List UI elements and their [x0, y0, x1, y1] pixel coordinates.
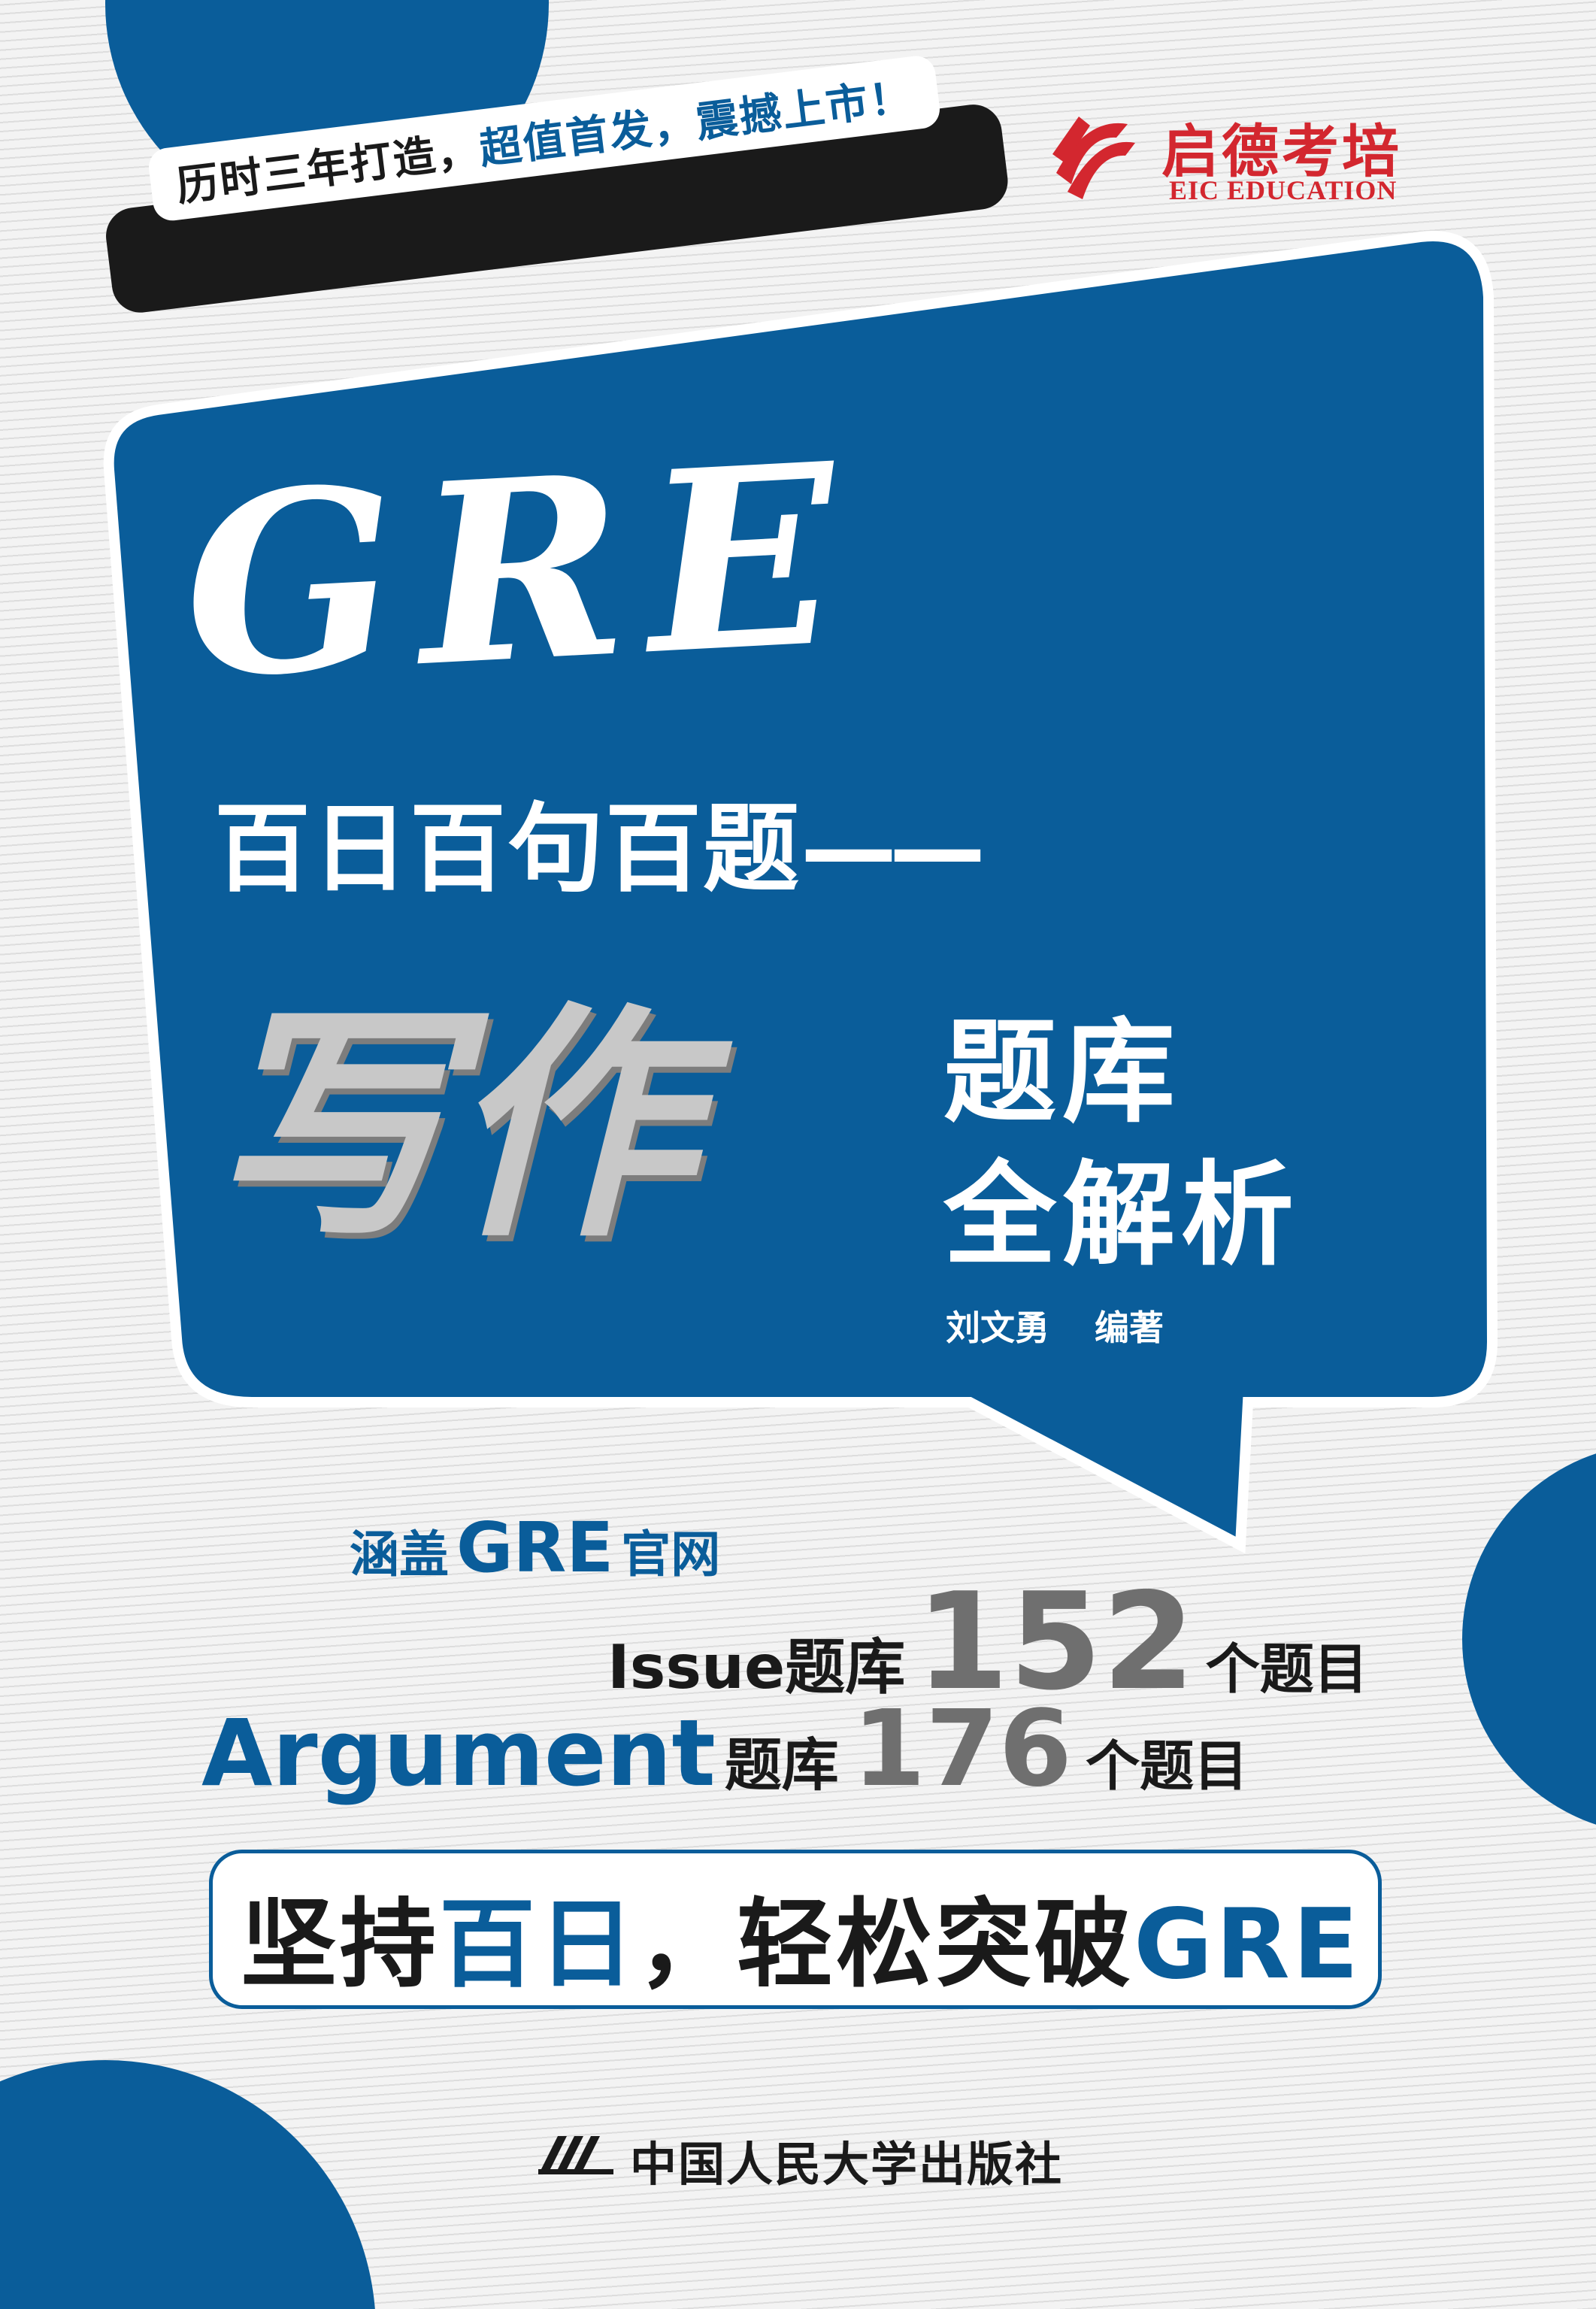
coverage-intro-a: 涵盖: [350, 1525, 449, 1583]
title-subject: 写作: [207, 979, 695, 1271]
slogan-a: 坚持: [241, 1889, 440, 2001]
argument-tiku: 题库: [724, 1732, 839, 1798]
publisher-name: 中国人民大学出版社: [630, 2137, 1064, 2192]
argument-count: 176: [852, 1688, 1073, 1811]
coverage-issue: Issue题库152 个题目: [607, 1564, 1368, 1720]
issue-label: Issue题库: [607, 1632, 906, 1702]
author-role: 编著: [1095, 1308, 1164, 1348]
author-line: 刘文勇 编著: [946, 1301, 1164, 1350]
slogan-d: GRE: [1134, 1889, 1362, 2001]
publisher-logo: [535, 2130, 618, 2177]
coverage-intro-b: 官网: [621, 1525, 721, 1583]
slogan-text: 坚持百日，轻松突破GRE: [241, 1866, 1361, 2005]
eic-name-en: EIC EDUCATION: [1169, 175, 1398, 205]
title-gre: GRE: [177, 407, 867, 735]
slogan-box: [209, 1850, 1382, 2009]
eic-name-cn: 启德考培: [1161, 118, 1402, 185]
title-series: 百日百句百题——: [214, 771, 986, 910]
eic-logo: [1041, 102, 1146, 207]
publisher-logo-mark: [538, 2136, 613, 2174]
title-series-text: 百日百句百题: [214, 793, 801, 905]
argument-unit: 个题目: [1086, 1735, 1249, 1798]
title-line2: 全解析: [943, 1150, 1301, 1281]
slogan-c: ，轻松突破: [637, 1889, 1134, 2001]
argument-label: Argument: [201, 1700, 716, 1807]
title-dash: ——: [801, 793, 986, 905]
slogan-b: 百日: [439, 1889, 638, 2001]
coverage-argument: Argument 题库 176 个题目: [201, 1688, 1248, 1811]
issue-count: 152: [916, 1564, 1195, 1720]
title-line1: 题库: [943, 1008, 1182, 1138]
coverage-intro: 涵盖 GRE 官网: [350, 1508, 720, 1588]
coverage-intro-gre: GRE: [456, 1508, 614, 1588]
author-name: 刘文勇: [946, 1308, 1049, 1348]
eic-logo-mark: [1052, 117, 1135, 199]
issue-unit: 个题目: [1205, 1638, 1368, 1701]
